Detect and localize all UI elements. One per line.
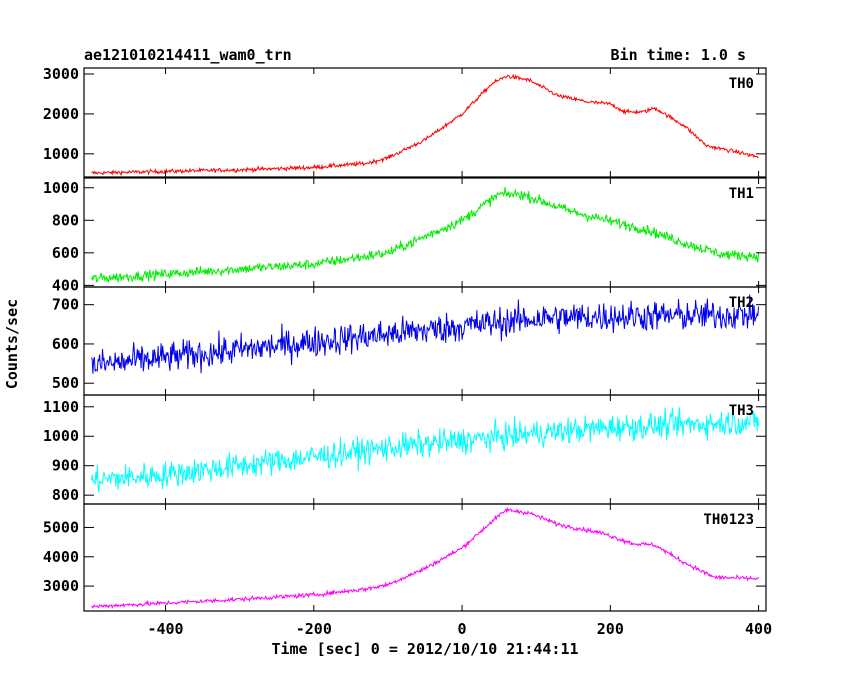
panel-frame	[83, 394, 767, 505]
series-name: TH0	[729, 76, 754, 92]
y-tick-label: 600	[52, 244, 79, 262]
y-tick-label: 1100	[43, 398, 79, 416]
panel-th2: 500 600 700 TH2	[52, 286, 767, 396]
y-tick-label: 800	[52, 211, 79, 229]
series-line-th3	[90, 407, 760, 493]
panel-th1: 400 600 800 1000 TH1	[43, 177, 767, 294]
y-tick-label: 500	[52, 374, 79, 392]
series-name: TH0123	[703, 512, 754, 528]
y-tick-label: 5000	[43, 518, 79, 536]
panel-frame	[83, 67, 767, 178]
y-tick-label: 600	[52, 335, 79, 353]
x-tick-label: 0	[458, 620, 467, 638]
y-tick-label: 4000	[43, 548, 79, 566]
panel-th3: 800 900 1000 1100 TH3	[43, 394, 767, 505]
y-tick-label: 400	[52, 276, 79, 294]
series-line-th0	[91, 73, 759, 177]
x-tick-label: 200	[597, 620, 624, 638]
bin-time-label: Bin time: 1.0 s	[611, 46, 746, 64]
x-axis-label: Time [sec] 0 = 2012/10/10 21:44:11	[271, 640, 578, 658]
series-name: TH2	[729, 295, 754, 311]
y-tick-label: 1000	[43, 145, 79, 163]
series-line-th2	[90, 294, 760, 374]
y-tick-label: 3000	[43, 65, 79, 83]
panel-frame	[83, 177, 767, 288]
y-tick-label: 800	[52, 486, 79, 504]
panel-th0123: 3000 4000 5000 TH0123	[43, 503, 767, 612]
y-tick-label: 1000	[43, 179, 79, 197]
y-tick-label: 3000	[43, 577, 79, 595]
y-tick-label: 2000	[43, 105, 79, 123]
series-name: TH1	[729, 186, 754, 202]
y-tick-label: 900	[52, 457, 79, 475]
x-tick-label: 400	[745, 620, 772, 638]
panel-frame	[83, 286, 767, 396]
series-line-th0123	[91, 506, 760, 610]
figure-title: ae121010214411_wam0_trn	[84, 46, 292, 64]
panel-th0: 1000 2000 3000 TH0	[43, 65, 767, 178]
series-line-th1	[90, 186, 760, 284]
y-axis-label: Counts/sec	[3, 299, 21, 389]
y-tick-label: 1000	[43, 427, 79, 445]
panel-frame	[83, 503, 767, 612]
y-tick-label: 700	[52, 296, 79, 314]
series-name: TH3	[729, 403, 754, 419]
x-tick-label: -200	[296, 620, 332, 638]
x-tick-label: -400	[147, 620, 183, 638]
